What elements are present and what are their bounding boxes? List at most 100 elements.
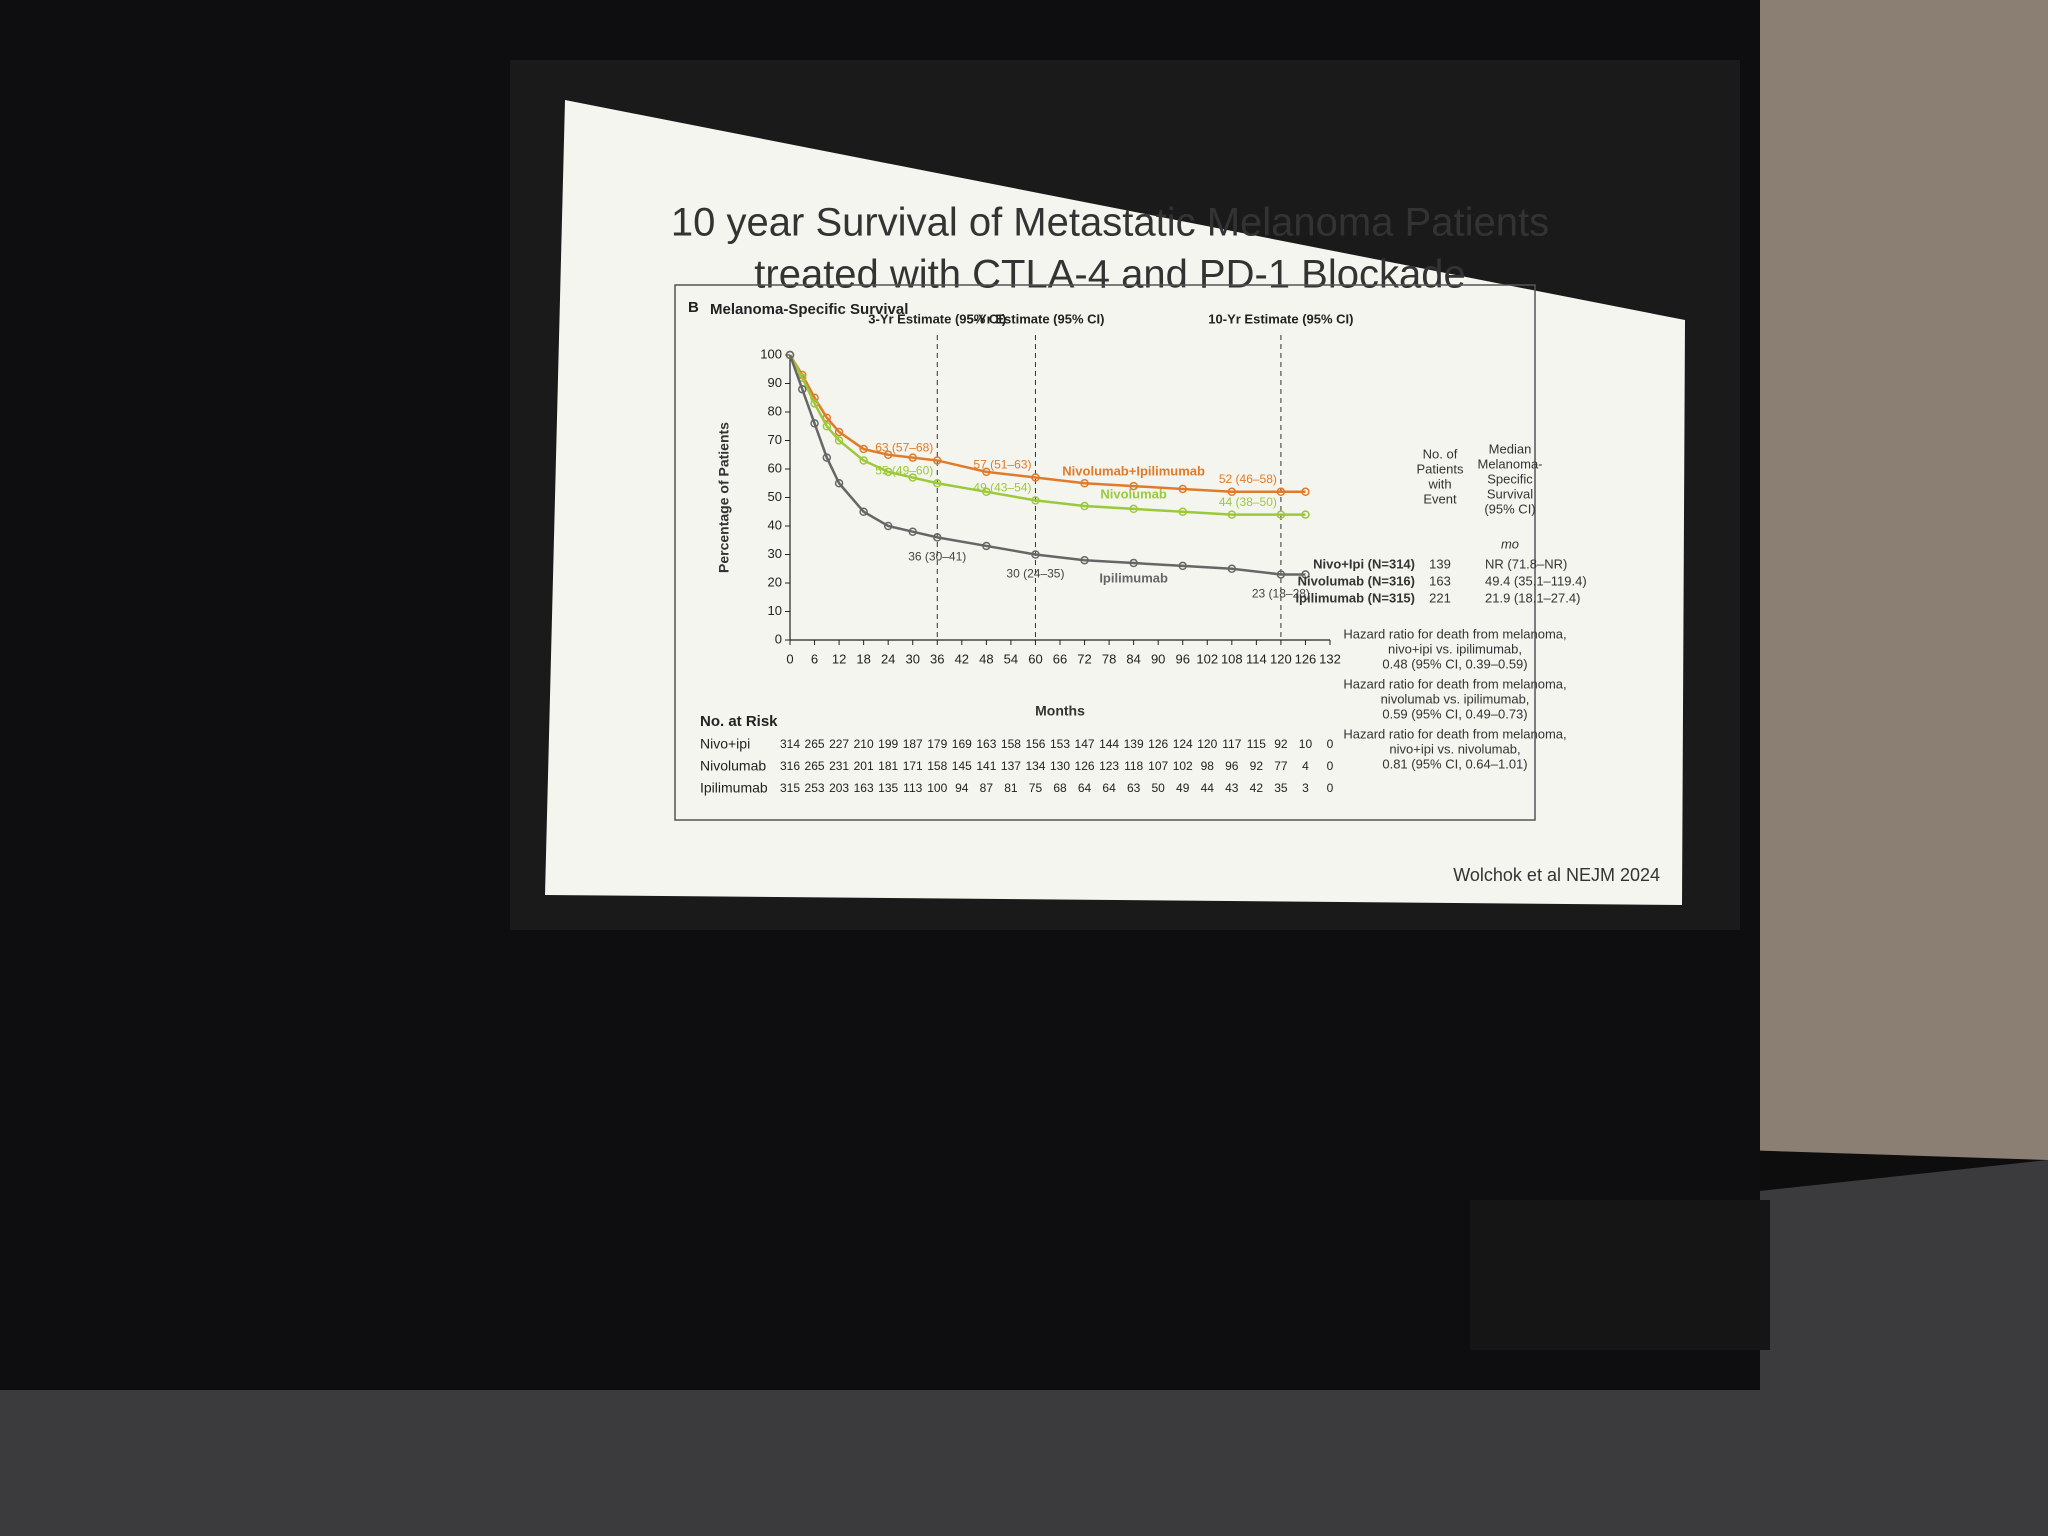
x-tick-label: 30 xyxy=(905,651,919,666)
censor-marker xyxy=(1178,561,1187,571)
x-tick-label: 120 xyxy=(1270,651,1292,666)
table-cell: 21.9 (18.1–27.4) xyxy=(1485,590,1580,605)
estimate-value: 36 (30–41) xyxy=(908,550,966,564)
risk-count: 92 xyxy=(1274,737,1288,751)
slide xyxy=(545,100,1685,905)
censor-marker xyxy=(1080,501,1089,511)
risk-count: 64 xyxy=(1078,781,1092,795)
estimate-value: 55 (49–60) xyxy=(875,463,933,477)
risk-count: 181 xyxy=(878,759,898,773)
x-tick-label: 18 xyxy=(856,651,870,666)
censor-marker xyxy=(834,436,844,445)
risk-count: 153 xyxy=(1050,737,1070,751)
y-tick-label: 0 xyxy=(775,631,782,646)
risk-row-name: Nivolumab xyxy=(700,758,766,774)
censor-marker xyxy=(859,507,868,516)
censor-marker xyxy=(933,456,942,465)
risk-count: 43 xyxy=(1225,781,1239,795)
censor-marker xyxy=(1301,510,1310,519)
censor-marker xyxy=(822,422,832,431)
risk-count: 201 xyxy=(854,759,874,773)
censor-marker xyxy=(1031,473,1040,482)
survival-curve xyxy=(788,354,1306,516)
risk-count: 144 xyxy=(1099,737,1119,751)
risk-count: 203 xyxy=(829,781,849,795)
x-tick-label: 66 xyxy=(1053,651,1067,666)
risk-count: 169 xyxy=(952,737,972,751)
x-tick-label: 132 xyxy=(1319,651,1341,666)
censor-marker xyxy=(1129,504,1138,514)
y-tick-label: 10 xyxy=(768,603,782,618)
risk-count: 81 xyxy=(1004,781,1018,795)
risk-title: No. at Risk xyxy=(700,713,778,730)
table-header: Patients xyxy=(1417,461,1464,476)
censor-marker xyxy=(883,467,893,477)
figure-frame xyxy=(674,284,1536,821)
censor-marker xyxy=(785,350,795,360)
risk-count: 96 xyxy=(1225,759,1239,773)
risk-count: 126 xyxy=(1075,759,1095,773)
citation: Wolchok et al NEJM 2024 xyxy=(1453,865,1660,885)
risk-count: 75 xyxy=(1029,781,1043,795)
chart-title: Melanoma-Specific Survival xyxy=(710,301,908,318)
estimate-value: 52 (46–58) xyxy=(1219,472,1277,486)
risk-count: 94 xyxy=(955,781,969,795)
series-label: Nivolumab xyxy=(1100,486,1167,501)
censor-marker xyxy=(908,473,917,482)
risk-count: 145 xyxy=(952,759,972,773)
x-tick-label: 126 xyxy=(1295,651,1317,666)
risk-count: 314 xyxy=(780,737,800,751)
x-tick-label: 54 xyxy=(1004,651,1018,666)
y-tick-label: 30 xyxy=(768,546,782,561)
estimate-label: 3-Yr Estimate (95% CI) xyxy=(868,311,1006,326)
censor-marker xyxy=(1031,496,1040,505)
risk-count: 117 xyxy=(1222,737,1241,751)
censor-marker xyxy=(982,467,991,477)
estimate-value: 57 (51–63) xyxy=(973,458,1031,472)
censor-marker xyxy=(1276,570,1286,579)
risk-count: 3 xyxy=(1302,781,1309,795)
x-tick-label: 84 xyxy=(1126,651,1140,666)
risk-count: 92 xyxy=(1250,759,1264,773)
censor-marker xyxy=(798,384,807,394)
slide-title: treated with CTLA-4 and PD-1 Blockade xyxy=(754,253,1465,297)
table-header: Median xyxy=(1489,441,1532,456)
risk-count: 187 xyxy=(903,737,923,751)
x-tick-label: 60 xyxy=(1028,651,1042,666)
x-tick-label: 24 xyxy=(881,651,895,666)
censor-marker xyxy=(1276,510,1286,519)
x-tick-label: 12 xyxy=(832,651,846,666)
panel-label: B xyxy=(688,299,699,316)
estimate-value: 44 (38–50) xyxy=(1219,495,1277,509)
x-tick-label: 96 xyxy=(1175,651,1189,666)
estimate-value: 63 (57–68) xyxy=(875,441,933,455)
censor-marker xyxy=(982,487,991,497)
risk-count: 137 xyxy=(1001,759,1021,773)
censor-marker xyxy=(1227,510,1237,519)
estimate-value: 49 (43–54) xyxy=(973,481,1031,495)
y-tick-label: 60 xyxy=(768,460,782,475)
risk-count: 253 xyxy=(805,781,825,795)
risk-count: 0 xyxy=(1327,737,1334,751)
series-label: Ipilimumab xyxy=(1099,570,1168,585)
risk-count: 171 xyxy=(903,759,923,773)
risk-count: 265 xyxy=(805,737,825,751)
hazard-note: Hazard ratio for death from melanoma, xyxy=(1343,626,1566,641)
x-tick-label: 78 xyxy=(1102,651,1116,666)
censor-marker xyxy=(859,444,868,454)
censor-marker xyxy=(1276,487,1286,497)
risk-count: 130 xyxy=(1050,759,1070,773)
censor-marker xyxy=(1080,555,1089,565)
hazard-note: 0.48 (95% CI, 0.39–0.59) xyxy=(1382,656,1527,671)
y-tick-label: 20 xyxy=(768,574,782,589)
censor-marker xyxy=(933,533,942,542)
risk-count: 315 xyxy=(780,781,800,795)
risk-count: 179 xyxy=(927,737,947,751)
y-tick-label: 70 xyxy=(768,432,782,447)
table-header: Event xyxy=(1423,491,1457,506)
censor-marker xyxy=(1031,550,1040,559)
risk-count: 156 xyxy=(1025,737,1045,751)
table-cell: 163 xyxy=(1429,573,1451,588)
risk-count: 49 xyxy=(1176,781,1190,795)
